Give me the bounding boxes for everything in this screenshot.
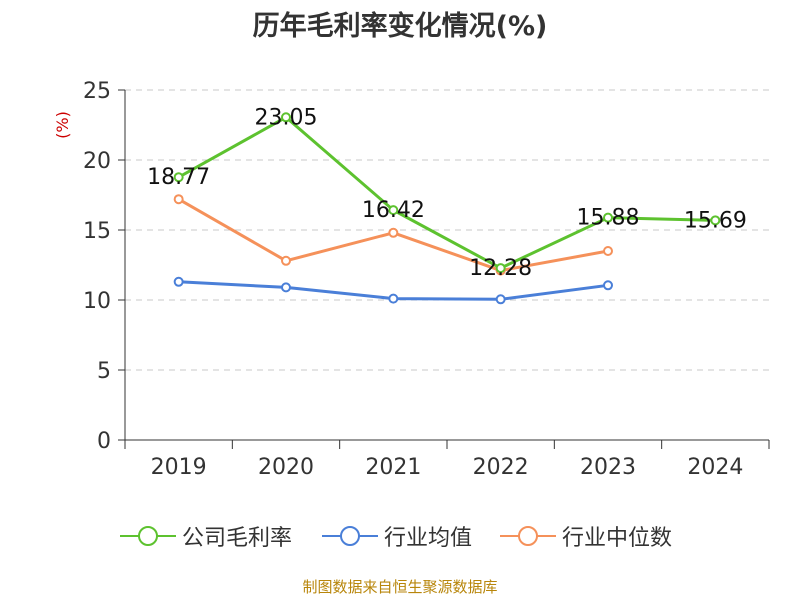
data-label: 18.77 (147, 165, 210, 190)
axes: 0 5 10 15 20 25 2019 2020 2021 2022 2023 2024 (%) (53, 79, 770, 480)
series-lines (173, 112, 721, 305)
y-tick-label: 20 (83, 149, 111, 174)
data-point (603, 212, 613, 223)
legend-swatch-median (500, 526, 556, 546)
data-point (173, 194, 184, 205)
x-tick-label: 2023 (580, 455, 636, 480)
data-point (495, 294, 506, 305)
data-point (388, 227, 399, 238)
y-axis-label: (%) (53, 111, 72, 139)
x-tick-label: 2021 (365, 455, 421, 480)
data-point (603, 246, 613, 256)
series-line-0 (177, 115, 716, 270)
y-tick-label: 25 (83, 79, 111, 104)
grid-lines (125, 89, 769, 371)
legend-swatch-mean (322, 526, 378, 546)
legend-swatch-company (120, 526, 176, 546)
data-point (388, 205, 399, 216)
data-point (281, 112, 291, 123)
x-tick-label: 2019 (151, 455, 207, 480)
legend-item-industry-mean[interactable]: 行业均值 (322, 519, 472, 553)
legend-label-company: 公司毛利率 (182, 526, 293, 551)
data-point (281, 255, 291, 266)
y-tick-label: 5 (97, 359, 111, 384)
chart-title: 历年毛利率变化情况(%) (252, 11, 548, 42)
y-tick-label: 10 (83, 289, 111, 314)
data-label: 23.05 (255, 105, 318, 130)
data-label: 15.69 (684, 208, 747, 233)
data-point (388, 293, 399, 304)
data-point (495, 263, 506, 274)
legend-item-industry-median[interactable]: 行业中位数 (500, 519, 672, 553)
y-tick-label: 0 (97, 429, 111, 454)
data-point (173, 276, 184, 287)
source-note: 制图数据来自恒生聚源数据库 (302, 578, 498, 596)
x-tick-label: 2022 (473, 455, 529, 480)
data-point (710, 215, 721, 226)
data-labels: 18.77 23.05 16.42 12.28 15.88 15.69 (147, 105, 747, 281)
data-label: 15.88 (577, 206, 640, 231)
data-label: 12.28 (469, 256, 532, 281)
y-tick-label: 15 (83, 219, 111, 244)
data-point (603, 280, 613, 291)
data-label: 16.42 (362, 198, 425, 223)
data-point (281, 282, 291, 293)
x-tick-label: 2024 (687, 455, 743, 480)
legend-label-mean: 行业均值 (384, 526, 473, 551)
legend-item-company-margin[interactable]: 公司毛利率 (120, 519, 292, 553)
data-point (173, 172, 184, 183)
x-tick-label: 2020 (258, 455, 314, 480)
legend-label-median: 行业中位数 (562, 526, 673, 551)
